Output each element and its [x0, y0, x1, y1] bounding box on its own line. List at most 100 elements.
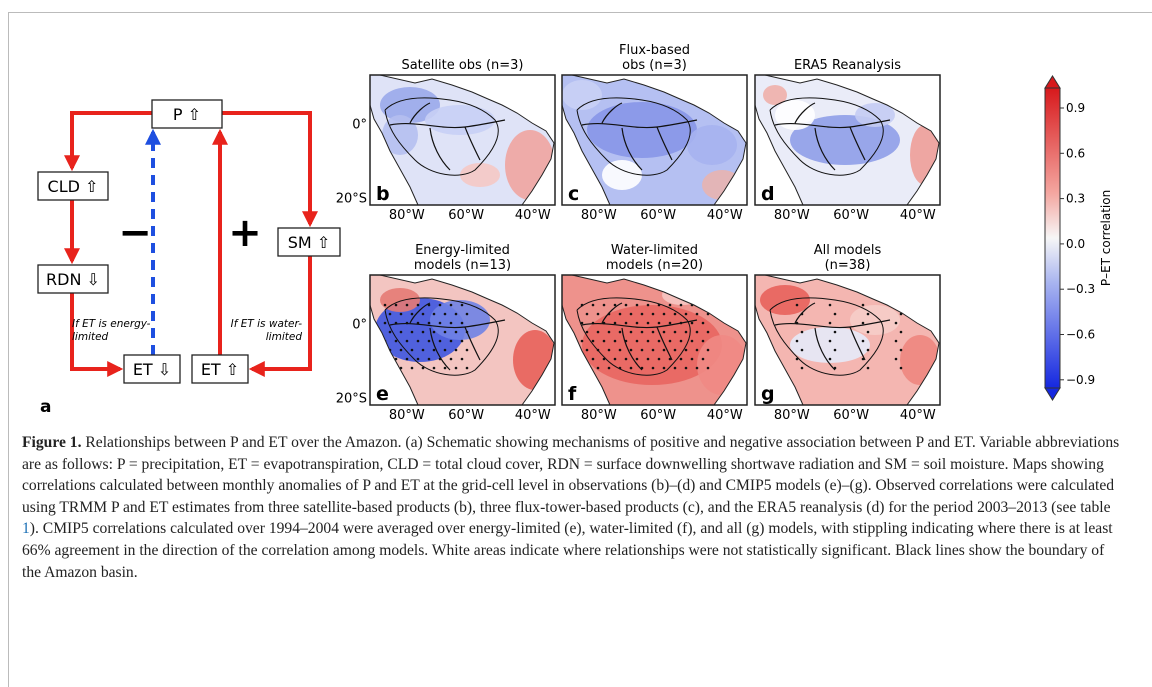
stipple — [454, 330, 458, 334]
stipple — [646, 321, 650, 325]
node-box — [37, 264, 109, 294]
stipple — [591, 303, 595, 307]
latitude-label: 0° — [352, 117, 367, 132]
correlation-field — [425, 105, 495, 135]
stipple — [646, 357, 650, 361]
longitude-label: 60°W — [833, 208, 869, 223]
stipple — [684, 366, 688, 370]
stipple — [701, 321, 705, 325]
stipple — [607, 366, 611, 370]
basin-boundary — [576, 97, 691, 176]
correlation-field — [380, 87, 440, 123]
note: limited — [266, 331, 303, 343]
panel-letter: a — [40, 397, 51, 417]
latitude-label: 20°S — [336, 192, 367, 207]
stipple — [624, 321, 628, 325]
stipple — [662, 330, 666, 334]
stipple — [635, 303, 639, 307]
figure-graphics: P ⇧ CLD ⇧ RDN ⇩ ET ⇩ ET ⇧ SM ⇧ − + If ET is ener… — [37, 43, 1113, 423]
stipple — [421, 330, 425, 334]
map — [369, 274, 556, 406]
stipple — [679, 339, 683, 343]
stipple — [449, 321, 453, 325]
caption-text: ). CMIP5 correlations calculated over 19… — [22, 520, 1113, 581]
stipple — [828, 339, 832, 343]
stipple — [585, 330, 589, 334]
node-label: ET ⇩ — [133, 360, 171, 379]
stipple — [828, 321, 832, 325]
basin-boundary — [769, 297, 884, 376]
latitude-label: 0° — [352, 317, 367, 332]
stipple — [706, 348, 710, 352]
stipple — [629, 348, 633, 352]
map — [561, 274, 748, 406]
basin-boundary — [384, 97, 499, 176]
longitude-label: 40°W — [707, 408, 743, 423]
panel-title: Water-limited — [611, 243, 698, 258]
stipple — [591, 339, 595, 343]
stipple — [640, 312, 644, 316]
stipple — [646, 339, 650, 343]
stipple — [668, 303, 672, 307]
stipple — [899, 330, 903, 334]
stipple — [866, 366, 870, 370]
stipple — [613, 321, 617, 325]
caption-label: Figure 1. — [22, 434, 82, 451]
stipple — [657, 339, 661, 343]
stipple — [673, 348, 677, 352]
correlation-field — [430, 300, 490, 340]
longitude-label: 40°W — [900, 208, 936, 223]
stipple — [795, 339, 799, 343]
table-link[interactable]: 1 — [22, 520, 30, 538]
stipple — [596, 366, 600, 370]
panel-title: ERA5 Reanalysis — [794, 58, 901, 73]
stipple — [618, 348, 622, 352]
node-label: SM ⇧ — [288, 233, 330, 252]
stipple — [410, 330, 414, 334]
stipple — [465, 348, 469, 352]
map — [369, 74, 556, 206]
rivers — [389, 102, 506, 171]
rivers — [774, 302, 891, 371]
basin-boundary — [576, 297, 691, 376]
panel-letter: g — [761, 383, 775, 405]
stipple — [596, 330, 600, 334]
colorbar-label: P–ET correlation — [1099, 190, 1113, 286]
stipple — [405, 357, 409, 361]
stipple — [690, 357, 694, 361]
node-box — [277, 227, 341, 257]
rivers — [581, 102, 698, 171]
stipple — [618, 330, 622, 334]
stipple — [416, 339, 420, 343]
stipple — [657, 321, 661, 325]
stipple — [410, 366, 414, 370]
stipple — [613, 339, 617, 343]
stipple — [591, 357, 595, 361]
stipple — [427, 321, 431, 325]
coastline — [754, 274, 940, 406]
stipple — [695, 330, 699, 334]
stipple — [432, 348, 436, 352]
arrows — [64, 111, 318, 377]
stipple — [833, 312, 837, 316]
stipple — [449, 303, 453, 307]
stipple — [438, 321, 442, 325]
panel-letter: d — [761, 183, 775, 205]
stipple — [662, 348, 666, 352]
stipple — [861, 303, 865, 307]
stipple — [624, 357, 628, 361]
stipple — [679, 357, 683, 361]
panel-title: Energy-limited — [415, 243, 510, 258]
stipple — [602, 339, 606, 343]
stipple — [399, 312, 403, 316]
stipple — [651, 330, 655, 334]
stipple — [635, 357, 639, 361]
stipple — [640, 348, 644, 352]
node-box — [37, 171, 109, 201]
stipple — [690, 339, 694, 343]
stipple — [454, 366, 458, 370]
stipple — [602, 357, 606, 361]
panel-frame — [369, 274, 556, 406]
stipple — [432, 312, 436, 316]
longitude-label: 80°W — [581, 408, 617, 423]
